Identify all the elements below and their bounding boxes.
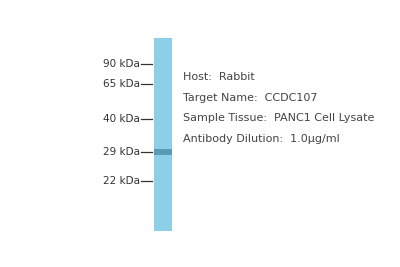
Text: Target Name:  CCDC107: Target Name: CCDC107 (183, 93, 318, 103)
Text: 40 kDa: 40 kDa (103, 115, 140, 124)
Text: Sample Tissue:  PANC1 Cell Lysate: Sample Tissue: PANC1 Cell Lysate (183, 113, 375, 123)
Text: 22 kDa: 22 kDa (103, 176, 140, 186)
Text: 29 kDa: 29 kDa (103, 147, 140, 157)
Text: Antibody Dilution:  1.0μg/ml: Antibody Dilution: 1.0μg/ml (183, 134, 340, 144)
Text: 65 kDa: 65 kDa (103, 80, 140, 89)
Text: Host:  Rabbit: Host: Rabbit (183, 72, 255, 82)
Text: 90 kDa: 90 kDa (103, 59, 140, 69)
Bar (154, 38, 172, 231)
Bar (154, 149, 172, 155)
